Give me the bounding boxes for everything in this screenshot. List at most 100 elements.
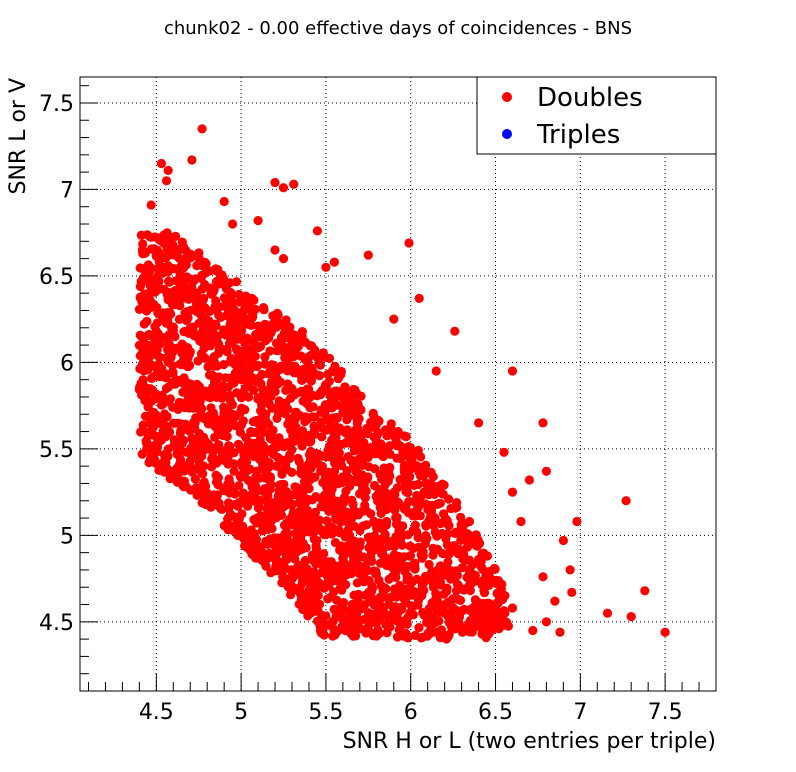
doubles-point	[197, 498, 207, 508]
doubles-point	[485, 572, 495, 582]
doubles-point	[339, 598, 349, 608]
doubles-point	[381, 504, 392, 515]
doubles-point	[384, 574, 394, 584]
doubles-point	[374, 484, 384, 495]
doubles-point	[484, 580, 494, 591]
doubles-point	[315, 599, 325, 609]
doubles-point	[250, 304, 260, 314]
doubles-point	[324, 561, 334, 571]
doubles-point	[197, 284, 207, 294]
doubles-point	[263, 497, 274, 507]
doubles-point	[165, 394, 175, 404]
doubles-point	[399, 460, 409, 471]
doubles-point	[507, 366, 518, 376]
doubles-point	[363, 566, 373, 576]
legend-box	[476, 76, 717, 155]
doubles-point	[321, 262, 331, 272]
doubles-point	[319, 467, 329, 477]
plot-frame	[79, 76, 717, 692]
doubles-point	[288, 331, 298, 342]
doubles-point	[178, 293, 188, 303]
doubles-point	[318, 348, 328, 358]
doubles-point	[260, 359, 270, 369]
doubles-point	[351, 431, 361, 441]
doubles-point	[195, 396, 205, 406]
tick-labels: 4.5 5 5.5 6 6.5 7 7.5 4.5 5 5.5 6 6.5 7 7.5	[39, 92, 683, 725]
doubles-point	[192, 379, 202, 389]
x-axis-label: SNR H or L (two entries per triple)	[343, 729, 716, 754]
doubles-point	[311, 574, 321, 584]
doubles-point	[211, 477, 222, 487]
doubles-point	[142, 316, 152, 326]
doubles-point	[338, 511, 348, 521]
doubles-point	[246, 347, 257, 357]
doubles-point	[424, 481, 434, 491]
x-tick-label: 7	[573, 700, 587, 725]
doubles-point	[413, 445, 423, 455]
doubles-point	[260, 352, 270, 362]
doubles-point	[444, 521, 454, 531]
doubles-point	[334, 439, 344, 449]
doubles-point	[473, 610, 483, 620]
doubles-point	[217, 504, 227, 514]
doubles-point	[258, 526, 268, 536]
y-tick-label: 5	[60, 524, 74, 549]
doubles-point	[478, 600, 489, 610]
doubles-point	[180, 386, 190, 396]
doubles-point	[223, 423, 233, 434]
doubles-point	[211, 321, 221, 331]
doubles-point	[315, 360, 325, 370]
doubles-point	[293, 342, 303, 352]
doubles-point	[182, 248, 192, 258]
doubles-point	[424, 559, 434, 570]
doubles-point	[414, 293, 424, 303]
doubles-point	[192, 445, 202, 455]
doubles-point	[185, 349, 195, 359]
doubles-point	[330, 458, 340, 468]
doubles-point	[258, 441, 268, 451]
doubles-point	[179, 435, 189, 445]
doubles-point	[329, 571, 339, 581]
y-tick-label: 7.5	[39, 92, 74, 117]
doubles-point	[257, 369, 267, 380]
doubles-point	[392, 512, 402, 522]
doubles-point	[194, 248, 204, 258]
legend-label-doubles: Doubles	[537, 83, 643, 113]
doubles-point	[312, 391, 322, 401]
doubles-point	[380, 558, 391, 568]
legend-label-triples: Triples	[536, 120, 620, 150]
doubles-point	[197, 124, 207, 134]
doubles-point	[226, 353, 236, 364]
doubles-point	[272, 308, 282, 318]
doubles-point	[279, 520, 290, 530]
doubles-point	[496, 585, 506, 595]
doubles-point	[151, 389, 161, 399]
doubles-point	[274, 493, 284, 503]
doubles-point	[326, 592, 336, 602]
doubles-point	[270, 245, 280, 255]
doubles-point	[196, 467, 206, 477]
doubles-point	[259, 305, 269, 315]
doubles-point	[403, 508, 413, 518]
doubles-point	[164, 276, 174, 286]
doubles-point	[357, 470, 367, 480]
doubles-point	[477, 629, 487, 639]
doubles-point	[280, 529, 290, 539]
doubles-point	[375, 520, 385, 531]
doubles-point	[405, 541, 415, 551]
doubles-point	[146, 430, 157, 440]
doubles-point	[443, 550, 453, 560]
doubles-point	[237, 420, 247, 430]
doubles-point	[339, 492, 350, 502]
doubles-point	[451, 586, 462, 596]
doubles-point	[297, 538, 307, 548]
doubles-point	[402, 486, 412, 496]
doubles-point	[298, 591, 308, 601]
doubles-point	[331, 525, 341, 536]
doubles-point	[405, 551, 416, 561]
doubles-point	[375, 593, 385, 603]
doubles-point	[234, 367, 244, 377]
doubles-point	[296, 468, 306, 478]
doubles-point	[200, 353, 210, 363]
doubles-point	[271, 461, 282, 471]
